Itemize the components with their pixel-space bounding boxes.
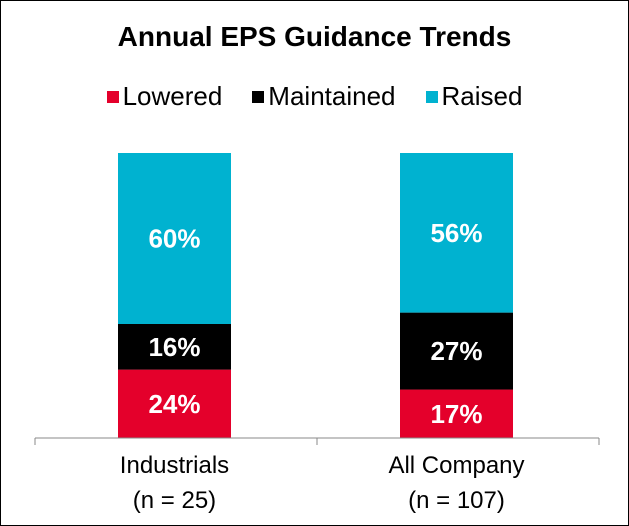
data-label-maintained-2: 27% bbox=[430, 336, 482, 366]
bar-segment-lowered-2 bbox=[400, 389, 513, 438]
data-label-lowered-2: 17% bbox=[430, 399, 482, 429]
legend-swatch-raised bbox=[425, 90, 438, 103]
legend-item-raised: Raised bbox=[425, 81, 523, 112]
chart-title: Annual EPS Guidance Trends bbox=[117, 21, 512, 52]
category-note-2: (n = 107) bbox=[408, 487, 505, 514]
data-label-maintained-1: 16% bbox=[148, 332, 200, 362]
legend-item-lowered: Lowered bbox=[106, 81, 223, 112]
bar-segment-raised-2 bbox=[400, 153, 513, 313]
category-label-1: Industrials bbox=[120, 452, 229, 479]
category-label-2: All Company bbox=[388, 452, 524, 479]
legend-swatch-lowered bbox=[106, 90, 119, 103]
bar-segment-lowered-1 bbox=[118, 369, 231, 438]
bar-segment-maintained-2 bbox=[400, 312, 513, 390]
legend-label-lowered: Lowered bbox=[122, 81, 223, 111]
category-note-1: (n = 25) bbox=[133, 487, 216, 514]
legend-swatch-maintained bbox=[252, 90, 265, 103]
chart-legend: Lowered Maintained Raised bbox=[1, 81, 628, 112]
legend-label-raised: Raised bbox=[441, 81, 523, 111]
data-label-lowered-1: 24% bbox=[148, 389, 200, 419]
bar-segment-raised-1 bbox=[118, 153, 231, 324]
data-label-raised-2: 56% bbox=[430, 218, 482, 248]
bar-segment-maintained-1 bbox=[118, 324, 231, 370]
data-label-raised-1: 60% bbox=[148, 224, 200, 254]
legend-item-maintained: Maintained bbox=[252, 81, 396, 112]
legend-label-maintained: Maintained bbox=[268, 81, 396, 111]
